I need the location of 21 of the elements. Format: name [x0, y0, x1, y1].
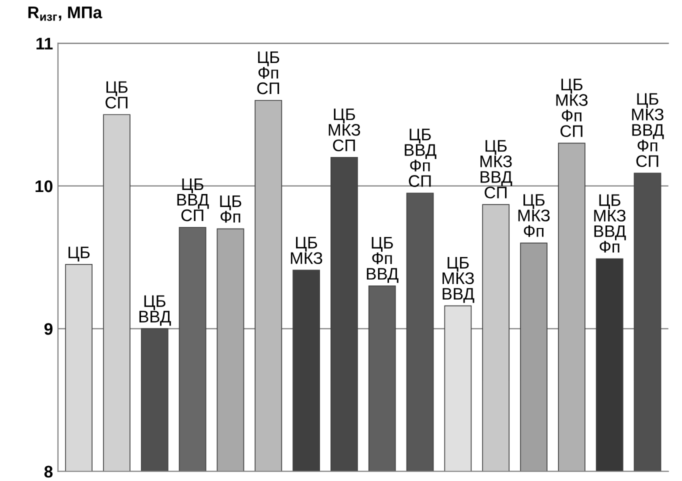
x-tick-label: ЦБ МКЗ [290, 236, 322, 264]
x-tick-label: ЦБ Фп ВВД [366, 237, 398, 283]
x-tick-label: ЦБ СП [106, 81, 128, 108]
x-tick-label: ЦБ [68, 246, 90, 262]
x-tick-label: ЦБ МКЗ СП [328, 108, 360, 152]
y-axis-title: R$_{изг}$, МПа [28, 6, 102, 21]
x-tick-label: ЦБ МКЗ ВВД СП [480, 140, 512, 198]
y-tick-label: 10 [36, 180, 52, 192]
x-tick-label: ЦБ ВВД СП [177, 178, 209, 222]
x-tick-label: ЦБ ВВД [139, 295, 171, 326]
y-tick-label: 8 [44, 466, 53, 478]
y-tick-label: 9 [44, 323, 52, 335]
x-tick-label: ЦБ ВВД Фп СП [404, 128, 436, 187]
y-tick-label: 11 [36, 38, 53, 50]
x-tick-label: ЦБ Фп [220, 195, 242, 223]
x-tick-label: ЦБ МКЗ Фп [518, 194, 550, 237]
x-tick-label: ЦБ МКЗ ВВД Фп [594, 194, 626, 253]
x-tick-label: ЦБ МКЗ ВВД Фп СП [632, 93, 664, 167]
x-tick-label: ЦБ МКЗ Фп СП [556, 78, 588, 138]
x-tick-label: ЦБ МКЗ ВВД [442, 257, 474, 303]
x-tick-label: ЦБ Фп СП [257, 52, 280, 94]
